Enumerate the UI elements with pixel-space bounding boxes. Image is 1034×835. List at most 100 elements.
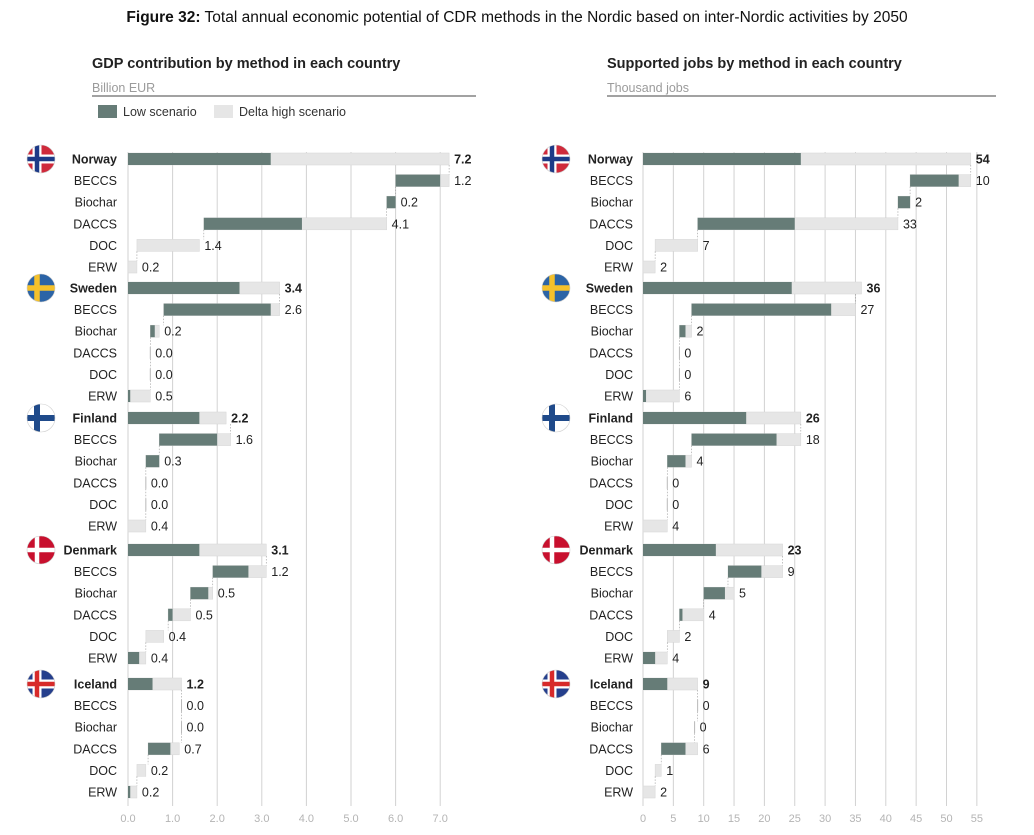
data-label: 2.2 bbox=[231, 412, 248, 426]
bar-low bbox=[643, 153, 801, 165]
bar-delta-high bbox=[642, 519, 668, 533]
x-tick-label: 40 bbox=[880, 813, 892, 825]
method-label: DACCS bbox=[589, 346, 633, 360]
flag-cross-h bbox=[542, 285, 570, 291]
bar-low bbox=[212, 565, 249, 578]
method-label: BECCS bbox=[74, 433, 117, 447]
country-label: Denmark bbox=[580, 544, 634, 558]
flag-cross-h bbox=[542, 681, 570, 687]
data-label: 0 bbox=[684, 368, 691, 382]
data-label: 10 bbox=[976, 174, 990, 188]
x-tick-label: 30 bbox=[819, 813, 831, 825]
method-label: DOC bbox=[605, 498, 633, 512]
method-label: DOC bbox=[89, 764, 117, 778]
legend-label-delta: Delta high scenario bbox=[239, 105, 346, 119]
group-norway: Norway 54 BECCS 10 Biochar 2 DACCS 33 DOC 7 ERW 2 bbox=[541, 144, 990, 275]
data-label: 0.7 bbox=[184, 742, 201, 756]
group-denmark: Denmark 23 BECCS 9 Biochar 5 DACCS 4 DOC 2 ERW 4 bbox=[541, 535, 802, 666]
bar-delta-high bbox=[136, 239, 200, 252]
method-label: Biochar bbox=[591, 455, 633, 469]
flag-cross-h bbox=[542, 156, 570, 162]
flag-cross-h bbox=[27, 681, 55, 687]
country-label: Finland bbox=[73, 412, 117, 426]
method-label: DACCS bbox=[73, 742, 117, 756]
data-label: 6 bbox=[703, 742, 710, 756]
method-label: BECCS bbox=[590, 303, 633, 317]
bar-low bbox=[168, 608, 173, 621]
method-label: Biochar bbox=[75, 325, 117, 339]
data-label: 0 bbox=[672, 476, 679, 490]
data-label: 0.0 bbox=[155, 346, 172, 360]
bar-delta-high bbox=[145, 630, 164, 643]
denmark-flag-icon bbox=[27, 536, 55, 564]
chart-title: GDP contribution by method in each count… bbox=[92, 56, 400, 72]
flag-outline bbox=[541, 669, 571, 699]
method-label: BECCS bbox=[74, 565, 117, 579]
data-label: 3.1 bbox=[271, 544, 288, 558]
sweden-flag-icon bbox=[27, 274, 55, 302]
method-label: Biochar bbox=[591, 196, 633, 210]
bar-low bbox=[128, 544, 200, 556]
finland-flag-icon bbox=[542, 404, 570, 432]
bar-low bbox=[128, 153, 271, 165]
data-label: 1 bbox=[666, 764, 673, 778]
bar-delta-high bbox=[642, 389, 680, 403]
flag-cross-h bbox=[27, 285, 55, 291]
data-label: 1.2 bbox=[454, 174, 471, 188]
bar-low bbox=[148, 742, 171, 755]
method-label: DACCS bbox=[73, 608, 117, 622]
data-label: 0.2 bbox=[151, 764, 168, 778]
method-label: ERW bbox=[604, 390, 633, 404]
group-iceland: Iceland 9 BECCS 0 Biochar 0 DACCS 6 DOC 1 ERW 2 bbox=[541, 669, 710, 800]
data-label: 54 bbox=[976, 153, 990, 167]
x-tick-label: 45 bbox=[910, 813, 922, 825]
data-label: 0.0 bbox=[187, 721, 204, 735]
bar-delta-high bbox=[642, 785, 656, 799]
data-label: 2 bbox=[684, 630, 691, 644]
data-label: 1.2 bbox=[271, 565, 288, 579]
bar-low bbox=[643, 412, 747, 424]
x-tick-label: 10 bbox=[698, 813, 710, 825]
data-label: 4 bbox=[672, 520, 679, 534]
method-label: DOC bbox=[89, 498, 117, 512]
method-label: ERW bbox=[604, 261, 633, 275]
data-label: 3.4 bbox=[285, 282, 302, 296]
bar-delta-high bbox=[642, 260, 656, 274]
data-label: 4 bbox=[709, 608, 716, 622]
norway-flag-icon bbox=[27, 145, 55, 173]
bar-delta-high bbox=[654, 239, 698, 252]
bar-delta-high bbox=[127, 260, 138, 274]
flag-outline bbox=[541, 403, 571, 433]
figure-title: Figure 32: Total annual economic potenti… bbox=[0, 9, 1034, 27]
country-label: Sweden bbox=[70, 282, 117, 296]
flag-outline bbox=[26, 535, 56, 565]
x-tick-label: 2.0 bbox=[210, 813, 225, 825]
x-tick-label: 0.0 bbox=[120, 813, 135, 825]
method-label: DACCS bbox=[589, 608, 633, 622]
bar-low bbox=[163, 303, 271, 316]
bar-low bbox=[128, 678, 153, 690]
data-label: 18 bbox=[806, 433, 820, 447]
method-label: DACCS bbox=[73, 476, 117, 490]
bar-low bbox=[643, 652, 656, 664]
method-label: Biochar bbox=[591, 587, 633, 601]
data-label: 0.2 bbox=[142, 261, 159, 275]
bar-delta-high bbox=[654, 764, 662, 777]
data-label: 1.6 bbox=[236, 433, 253, 447]
bar-low bbox=[128, 412, 200, 424]
chart-unit-label: Billion EUR bbox=[92, 81, 155, 95]
bar-low bbox=[203, 217, 302, 230]
method-label: BECCS bbox=[590, 174, 633, 188]
group-iceland: Iceland 1.2 BECCS 0.0 Biochar 0.0 DACCS 0.7 DOC 0… bbox=[26, 669, 204, 800]
flag-cross-h bbox=[27, 547, 55, 553]
method-label: BECCS bbox=[590, 433, 633, 447]
data-label: 0.2 bbox=[142, 786, 159, 800]
bar-low bbox=[910, 174, 959, 187]
group-norway: Norway 7.2 BECCS 1.2 Biochar 0.2 DACCS 4.1 DOC 1.… bbox=[26, 144, 472, 275]
group-sweden: Sweden 3.4 BECCS 2.6 Biochar 0.2 DACCS 0.0 DOC 0.… bbox=[26, 273, 302, 404]
bar-low bbox=[897, 196, 911, 209]
method-label: ERW bbox=[88, 652, 117, 666]
method-label: Biochar bbox=[75, 196, 117, 210]
